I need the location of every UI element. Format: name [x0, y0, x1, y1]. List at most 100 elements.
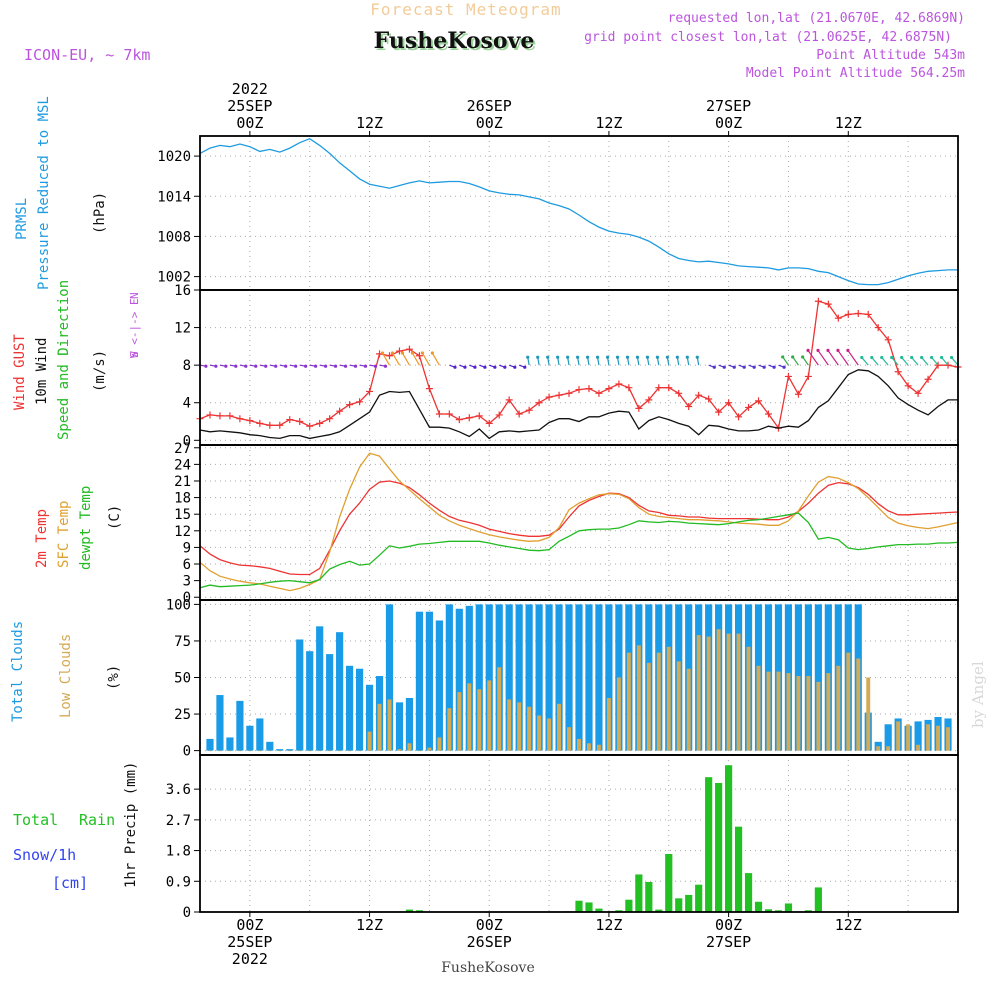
- bar-low-clouds: [806, 676, 811, 751]
- bar-total-clouds: [465, 605, 473, 751]
- watermark: by Angel: [969, 661, 987, 728]
- bar-total-clouds: [565, 604, 573, 751]
- wind-arrow-head: [523, 365, 527, 369]
- precip-labels: Total Rain Snow/1h [cm] 1hr Precip (mm): [13, 762, 139, 892]
- panel-pressure: 1002 1008 1014 1020: [157, 135, 959, 291]
- gust-point: [765, 410, 772, 418]
- bar-total-clouds: [405, 697, 414, 751]
- gust-point: [854, 309, 862, 317]
- wind-arrow-head: [314, 364, 318, 368]
- gust-point: [645, 396, 653, 404]
- wind-arrow-head: [526, 355, 530, 359]
- total-clouds-label: Total Clouds: [10, 621, 26, 722]
- bottom-time-label: 12Z: [356, 916, 383, 934]
- bar-total-clouds: [884, 724, 892, 751]
- wind-arrow-head: [333, 364, 338, 368]
- top-time-label: 00Z: [476, 114, 503, 132]
- bar-low-clouds: [626, 652, 631, 751]
- bar-low-clouds: [447, 708, 452, 751]
- temp-unit: (C): [107, 505, 123, 530]
- wind-arrow: [911, 357, 919, 366]
- wind-arrow-head: [712, 365, 716, 369]
- bar-low-clouds: [586, 743, 591, 751]
- gust-point: [904, 382, 912, 390]
- wind-arrow-head: [546, 355, 550, 359]
- wind-arrow-head: [870, 355, 874, 360]
- top-time-label: 25SEP: [227, 97, 272, 115]
- wind-arrow-head: [473, 365, 477, 369]
- pressure-label-msl: Pressure Reduced to MSL: [36, 96, 52, 290]
- wind-arrow: [901, 357, 909, 366]
- temp-sfc-label: SFC Temp: [56, 501, 72, 568]
- bar-total-rain: [625, 899, 633, 912]
- ytick-label: 25: [174, 707, 191, 723]
- gust-point: [405, 345, 413, 353]
- total-label: Total: [13, 811, 58, 829]
- bottom-time-label: 12Z: [595, 916, 622, 934]
- bar-low-clouds: [886, 746, 891, 751]
- top-time-label: 26SEP: [467, 97, 512, 115]
- temp-dewpt-label: dewpt Temp: [78, 486, 94, 570]
- temp-2m-label: 2m Temp: [34, 509, 50, 568]
- bar-low-clouds: [636, 645, 641, 751]
- gust-point: [914, 389, 922, 397]
- bar-low-clouds: [656, 652, 661, 751]
- bar-total-clouds: [485, 604, 493, 751]
- bar-total-clouds: [296, 639, 304, 751]
- gust-point: [924, 375, 932, 383]
- wind-arrow-head: [772, 365, 776, 369]
- wind-arrow-head: [254, 364, 258, 368]
- gust-point: [884, 336, 892, 344]
- wind-arrow-head: [949, 355, 954, 360]
- wind-arrow-head: [605, 355, 610, 359]
- bar-total-clouds: [445, 604, 453, 751]
- bar-total-clouds: [216, 695, 224, 751]
- bottom-time-label: 26SEP: [467, 933, 512, 951]
- wind-arrow-head: [390, 351, 395, 355]
- bar-low-clouds: [497, 667, 502, 751]
- gust-point: [455, 416, 463, 424]
- wind-arrow-head: [615, 355, 620, 359]
- pressure-unit: (hPa): [92, 192, 108, 234]
- gust-point: [515, 410, 523, 418]
- bar-total-clouds: [415, 611, 424, 751]
- wind-arrow: [891, 357, 899, 366]
- wind-arrow-head: [363, 364, 368, 368]
- bar-low-clouds: [407, 743, 412, 751]
- wind-arrow-head: [503, 365, 507, 369]
- wind-labels: Wind GUST 10m Wind Speed and Direction (…: [12, 280, 141, 440]
- gust-point: [206, 411, 214, 419]
- gust-point: [565, 389, 573, 397]
- wind-arrow-head: [732, 365, 736, 369]
- bar-total-rain: [675, 898, 683, 912]
- gust-point: [595, 389, 603, 397]
- bar-low-clouds: [736, 633, 741, 751]
- bar-low-clouds: [327, 750, 332, 752]
- bar-total-clouds: [286, 749, 294, 751]
- bar-low-clouds: [537, 715, 542, 751]
- gust-point: [346, 401, 354, 409]
- wind-arrow-head: [373, 364, 378, 368]
- ytick-label: 18: [174, 491, 191, 507]
- bar-low-clouds: [826, 673, 831, 751]
- wind-arrow-head: [420, 351, 424, 355]
- bar-total-clouds: [236, 700, 244, 751]
- bar-low-clouds: [606, 697, 611, 751]
- model-name: ICON-EU, ~ 7km: [24, 46, 150, 64]
- bar-total-clouds: [256, 718, 264, 751]
- gust-point: [944, 361, 952, 369]
- wind-arrow-head: [920, 355, 924, 360]
- wind-arrow-head: [675, 355, 679, 359]
- bar-low-clouds: [217, 750, 222, 752]
- bar-low-clouds: [427, 747, 432, 751]
- wind-arrow: [827, 350, 839, 366]
- wind-arrow-head: [274, 364, 278, 368]
- ytick-label: 75: [174, 634, 191, 650]
- bar-low-clouds: [547, 718, 552, 751]
- wind-arrow-head: [782, 365, 786, 369]
- wind-unit: (m/s): [92, 350, 108, 392]
- top-time-label: 12Z: [595, 114, 622, 132]
- series-line-10m-wind: [199, 369, 958, 440]
- gust-point: [655, 384, 663, 392]
- bar-low-clouds: [666, 646, 671, 751]
